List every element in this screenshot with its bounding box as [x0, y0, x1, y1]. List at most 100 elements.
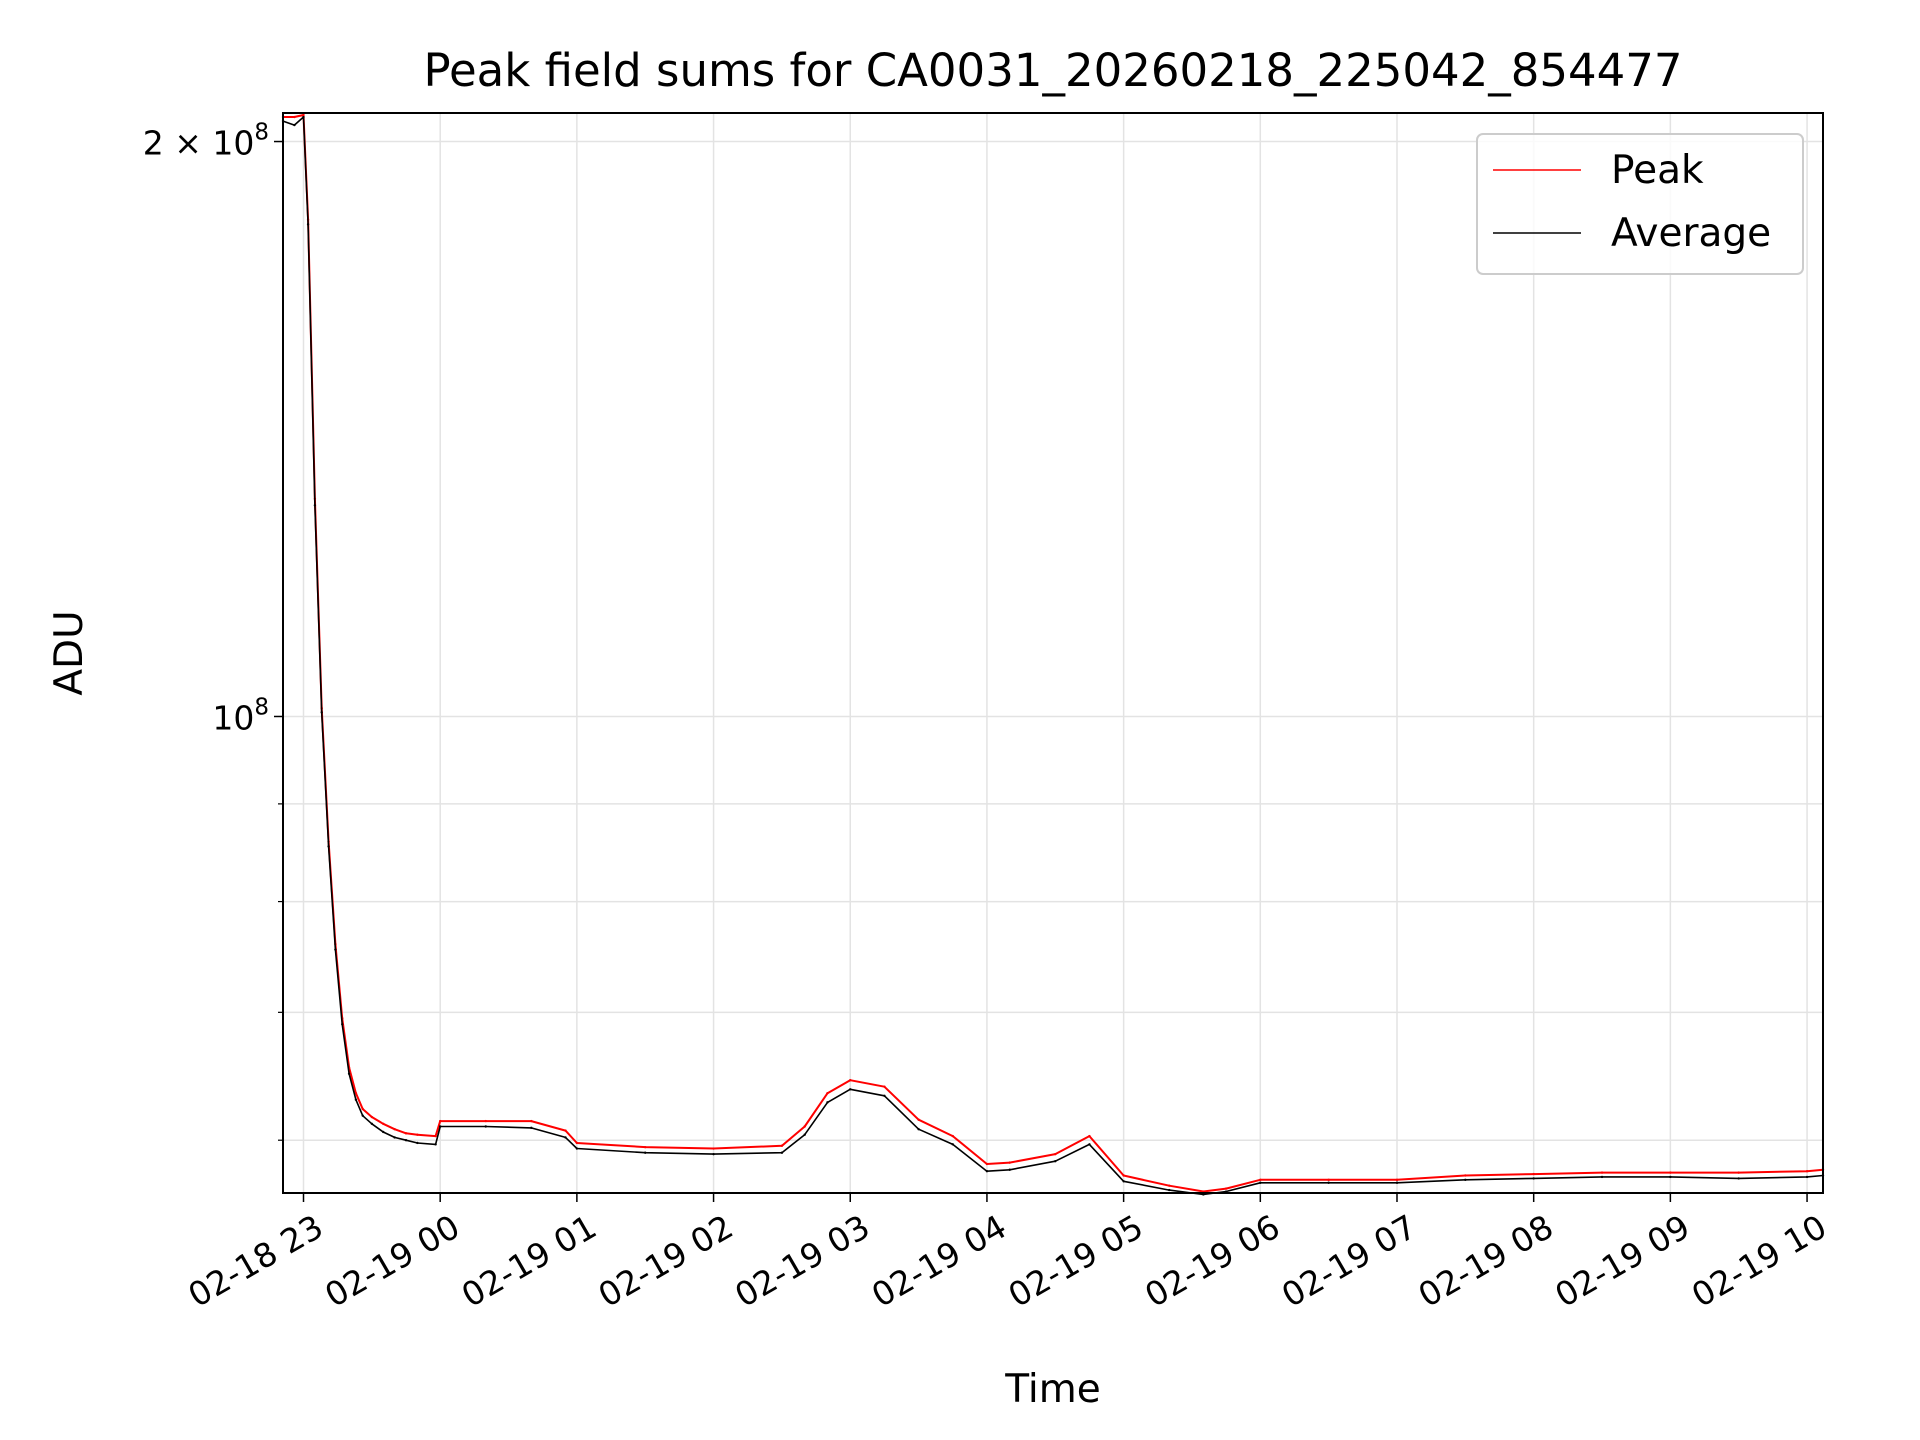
data-point-average: [564, 1136, 567, 1139]
data-point-peak: [644, 1145, 647, 1149]
data-point-average: [370, 1122, 374, 1125]
data-point-average: [1088, 1143, 1091, 1146]
data-point-peak: [780, 1144, 784, 1147]
data-point-peak: [434, 1134, 437, 1138]
data-point-average: [1532, 1177, 1535, 1180]
data-point-average: [780, 1151, 784, 1154]
data-point-average: [438, 1125, 442, 1128]
data-point-peak: [1088, 1134, 1091, 1138]
data-point-peak: [416, 1133, 419, 1136]
data-point-peak: [404, 1132, 408, 1135]
data-point-peak: [849, 1079, 852, 1082]
data-point-average: [951, 1143, 954, 1146]
x-axis-label: Time: [1004, 1367, 1100, 1412]
data-point-average: [1395, 1181, 1399, 1184]
data-point-peak: [883, 1085, 886, 1088]
data-point-average: [1464, 1178, 1467, 1182]
data-point-average: [382, 1130, 385, 1134]
data-point-peak: [1464, 1174, 1467, 1177]
data-point-average: [803, 1133, 806, 1136]
data-point-average: [334, 948, 337, 951]
data-point-average: [1167, 1188, 1171, 1192]
data-point-peak: [530, 1119, 533, 1123]
data-point-peak: [1122, 1174, 1125, 1177]
data-point-peak: [1737, 1171, 1740, 1174]
data-point-average: [361, 1114, 364, 1117]
data-point-average: [530, 1126, 533, 1130]
data-point-peak: [438, 1119, 442, 1123]
data-point-peak: [1805, 1169, 1809, 1173]
data-point-peak: [293, 115, 296, 119]
data-point-average: [849, 1088, 852, 1091]
data-point-peak: [564, 1129, 567, 1132]
data-point-average: [917, 1128, 920, 1131]
data-point-average: [644, 1151, 647, 1154]
data-point-peak: [951, 1134, 954, 1138]
data-point-peak: [393, 1128, 396, 1131]
data-point-average: [826, 1101, 829, 1104]
data-point-average: [1054, 1160, 1057, 1163]
data-point-peak: [354, 1091, 358, 1095]
data-point-peak: [1395, 1178, 1399, 1182]
data-point-average: [302, 115, 305, 119]
data-point-average: [416, 1141, 419, 1145]
chart-title: Peak field sums for CA0031_20260218_2250…: [423, 44, 1682, 97]
data-point-average: [1805, 1175, 1809, 1179]
data-point-average: [293, 123, 296, 127]
data-point-average: [575, 1147, 579, 1150]
legend-box: [1476, 133, 1804, 275]
data-point-peak: [1669, 1171, 1672, 1174]
data-point-average: [341, 1023, 344, 1026]
data-point-average: [1008, 1168, 1011, 1171]
data-point-peak: [1600, 1171, 1604, 1174]
series-line-peak: [283, 114, 1824, 1193]
series-line-average: [282, 116, 1824, 1196]
data-point-peak: [575, 1141, 579, 1145]
data-point-average: [320, 711, 323, 714]
data-point-average: [883, 1094, 886, 1097]
data-point-peak: [302, 113, 305, 117]
data-point-average: [1600, 1175, 1604, 1179]
data-point-peak: [484, 1119, 487, 1123]
legend-label-peak: Peak: [1611, 148, 1704, 193]
data-point-peak: [712, 1147, 715, 1150]
data-point-average: [347, 1072, 351, 1076]
data-point-peak: [1327, 1178, 1330, 1182]
data-point-average: [1259, 1181, 1262, 1184]
data-point-average: [1122, 1180, 1125, 1183]
y-tick-label: 2 × 108: [143, 120, 269, 163]
data-point-average: [985, 1169, 989, 1173]
data-point-average: [1737, 1177, 1740, 1180]
y-axis-label: ADU: [47, 610, 92, 695]
grid: [283, 113, 1823, 1193]
data-point-peak: [1259, 1178, 1262, 1182]
data-point-average: [712, 1152, 715, 1156]
data-point-peak: [370, 1115, 374, 1119]
data-point-peak: [1167, 1184, 1171, 1187]
data-point-peak: [917, 1118, 920, 1121]
y-tick-label: 108: [212, 694, 269, 737]
data-point-peak: [1054, 1152, 1057, 1156]
data-point-average: [313, 504, 317, 507]
data-point-peak: [382, 1122, 385, 1125]
data-point-peak: [803, 1125, 806, 1128]
data-point-average: [404, 1139, 408, 1142]
data-point-peak: [1224, 1187, 1228, 1190]
data-point-peak: [1532, 1172, 1535, 1176]
data-point-average: [393, 1136, 396, 1139]
data-point-average: [327, 845, 330, 848]
legend-label-average: Average: [1611, 211, 1771, 256]
data-point-peak: [1008, 1161, 1011, 1164]
plot-frame: [282, 112, 1824, 1194]
data-point-peak: [985, 1162, 989, 1166]
legend: Peak Average: [1476, 133, 1804, 275]
data-point-average: [1327, 1181, 1330, 1184]
data-point-peak: [361, 1107, 364, 1111]
data-point-average: [434, 1143, 437, 1146]
data-point-average: [484, 1125, 487, 1128]
data-point-average: [306, 223, 310, 226]
data-point-peak: [826, 1091, 829, 1095]
data-point-average: [1669, 1175, 1672, 1179]
data-point-average: [354, 1098, 358, 1101]
